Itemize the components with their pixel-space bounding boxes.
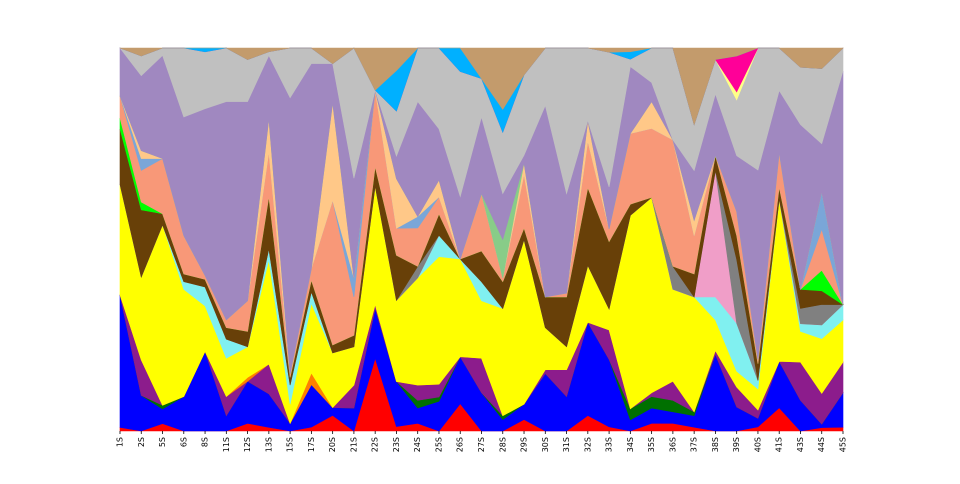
x-tick-label: 32S [583, 437, 592, 452]
x-tick-label: 43S [796, 437, 805, 452]
areas-layer [119, 47, 845, 432]
x-tick-label: 25S [434, 437, 443, 452]
x-tick-label: 24S [413, 437, 422, 452]
area-series-21 [119, 47, 844, 126]
x-tick-label: 30S [541, 437, 550, 452]
x-axis: 1S 2S 5S 6S 8S 11S 12S 13S 15S 17S 20S 21S 22S 23S 24S… [116, 431, 848, 452]
x-tick-label: 35S [647, 437, 656, 452]
x-tick-label: 8S [201, 437, 210, 447]
x-tick-label: 26S [456, 437, 465, 452]
x-tick-label: 45S [839, 437, 848, 452]
x-tick-label: 41S [775, 437, 784, 452]
x-tick-label: 2S [137, 437, 146, 447]
x-tick-label: 6S [179, 437, 188, 447]
x-tick-label: 17S [307, 437, 316, 452]
x-tick-label: 27S [477, 437, 486, 452]
x-tick-label: 40S [753, 437, 762, 452]
x-tick-label: 29S [520, 437, 529, 452]
x-tick-label: 33S [605, 437, 614, 452]
x-tick-label: 28S [498, 437, 507, 452]
x-tick-label: 22S [371, 437, 380, 452]
x-tick-label: 37S [690, 437, 699, 452]
x-tick-label: 12S [243, 437, 252, 452]
x-tick-label: 21S [349, 437, 358, 452]
x-tick-label: 31S [562, 437, 571, 452]
x-tick-label: 36S [668, 437, 677, 452]
x-tick-label: 20S [328, 437, 337, 452]
x-tick-label: 39S [732, 437, 741, 452]
x-tick-label: 15S [286, 437, 295, 452]
x-tick-label: 1S [116, 437, 125, 447]
x-tick-label: 44S [817, 437, 826, 452]
x-tick-label: 13S [264, 437, 273, 452]
x-tick-label: 38S [711, 437, 720, 452]
x-tick-label: 5S [158, 437, 167, 447]
x-tick-label: 34S [626, 437, 635, 452]
x-tick-label: 11S [222, 437, 231, 452]
x-tick-label: 23S [392, 437, 401, 452]
